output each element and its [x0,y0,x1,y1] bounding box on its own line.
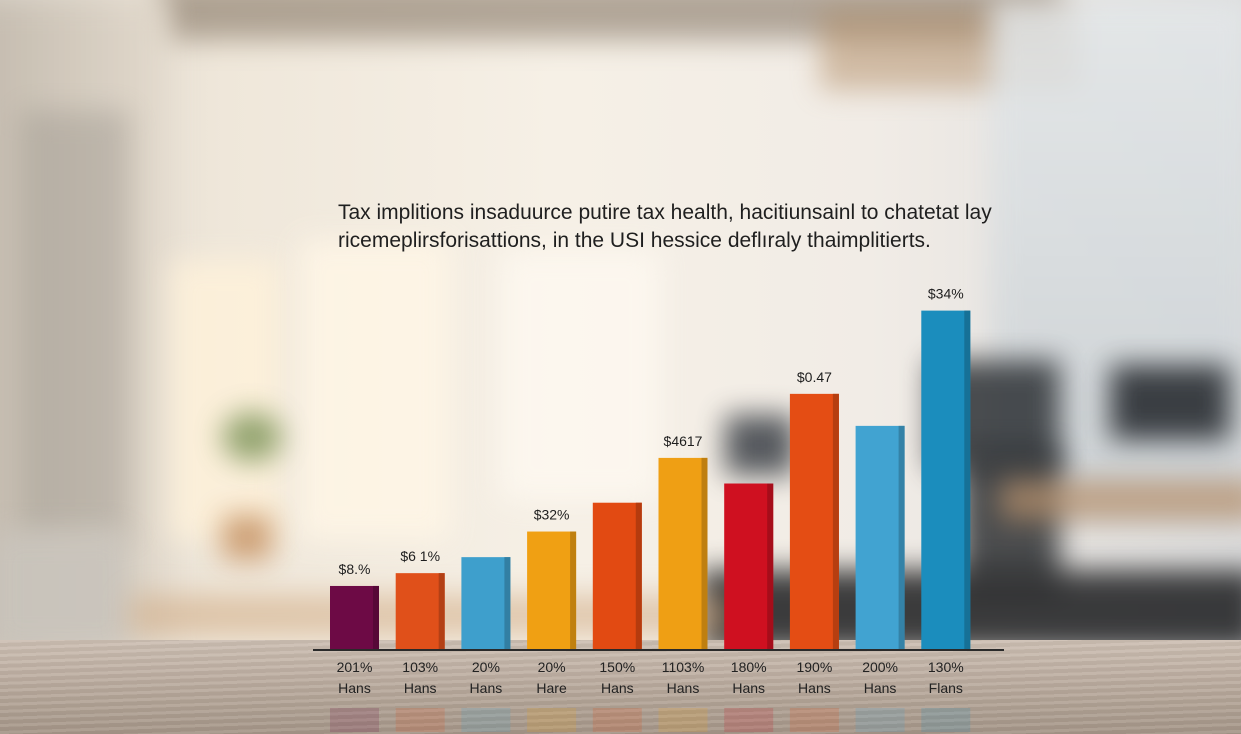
bar-reflection [855,708,905,732]
x-tick-sublabel: Hans [798,680,831,696]
bar-side-shade [635,502,642,650]
data-label: $34% [928,286,964,302]
wooden-table-surface [0,640,1241,734]
bar-reflection [330,708,379,732]
bar-side-shade [570,531,577,650]
bar-reflection [461,708,511,732]
x-tick-sublabel: Hans [338,680,371,696]
bar [592,502,642,650]
data-label: $8.% [339,561,371,577]
chart-title: Tax implitions insaduurce putire tax hea… [338,201,992,252]
bar-side-shade [832,393,839,650]
bar-reflection [658,708,708,732]
bar [724,483,774,650]
bar [527,531,577,650]
data-label: $6 1% [400,548,440,564]
x-tick-sublabel: Hans [470,680,503,696]
x-tick-label: 1103% [662,659,705,675]
bar-side-shade [438,573,445,650]
bar [330,585,379,650]
bar [921,310,971,650]
x-tick-sublabel: Hans [864,680,897,696]
data-label: $4617 [664,433,703,449]
x-tick-label: 201% [337,659,373,675]
bar-reflection [724,708,774,732]
bar-reflection [395,708,445,732]
sunlight-patch [500,250,660,500]
bars-group [330,310,971,650]
left-doorway [20,110,130,540]
x-tick-sublabel: Hans [667,680,700,696]
bar [658,457,708,650]
x-tick-sublabel: Hans [732,680,765,696]
sunlight-patch [300,240,450,540]
x-tick-label: 190% [796,659,832,675]
monitor [725,415,795,475]
desk [1000,480,1241,520]
x-tick-label: 103% [402,659,438,675]
bar [855,425,905,650]
data-label: $32% [534,507,570,523]
bar-side-shade [373,585,379,650]
bar [461,557,511,650]
x-tick-sublabel: Hans [404,680,437,696]
x-tick-sublabel: Hare [536,680,567,696]
bar [789,393,839,650]
bar-reflection [592,708,642,732]
bar-side-shade [504,557,511,650]
bar-reflection [789,708,839,732]
x-tick-label: 150% [599,659,635,675]
data-label: $0.47 [797,369,832,385]
bar [395,573,445,650]
x-tick-label: 200% [862,659,898,675]
x-tick-labels-group: 201% Hans 103% Hans 20% Hans 20% Hare 150% Hans 11… [337,659,964,696]
bar-side-shade [964,310,971,650]
cabinet [0,530,130,650]
x-tick-label: 130% [928,659,964,675]
sunlight-patch [170,260,280,540]
office-chair [960,450,1060,590]
bar-side-shade [767,483,774,650]
bar-reflection [527,708,577,732]
x-tick-label: 20% [472,659,500,675]
data-labels-group: $8.% $6 1% $32% $4617 $0.47 $34% [339,286,964,577]
monitor [1110,365,1230,440]
bar-side-shade [898,425,905,650]
bar-reflection [921,708,971,732]
x-tick-label: 180% [731,659,767,675]
x-tick-sublabel: Flans [929,680,963,696]
x-tick-sublabel: Hans [601,680,634,696]
plant-pot [222,515,272,560]
bar-reflections [330,708,971,732]
x-tick-label: 20% [538,659,566,675]
bar-side-shade [701,457,708,650]
potted-plant [222,412,282,462]
